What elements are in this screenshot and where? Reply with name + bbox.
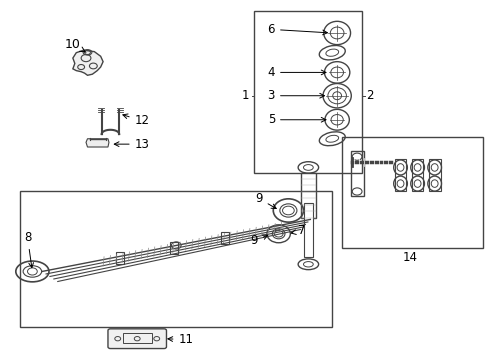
Bar: [221, 232, 228, 244]
Text: 9: 9: [255, 192, 276, 208]
Text: 7: 7: [291, 224, 305, 238]
FancyBboxPatch shape: [108, 329, 166, 348]
Text: 8: 8: [24, 231, 34, 267]
Bar: [341, 137, 483, 248]
Text: 13: 13: [114, 138, 149, 150]
Text: 4: 4: [267, 66, 325, 79]
Bar: [428, 159, 440, 192]
Text: 2: 2: [366, 89, 373, 102]
Text: 12: 12: [122, 114, 149, 127]
Bar: [300, 173, 316, 218]
Text: 6: 6: [267, 23, 327, 36]
Bar: [116, 252, 124, 264]
Bar: [411, 159, 423, 192]
Text: 11: 11: [167, 333, 193, 346]
Polygon shape: [86, 139, 109, 147]
Text: 14: 14: [402, 251, 417, 264]
Bar: [254, 12, 361, 173]
Text: 1: 1: [241, 89, 249, 102]
Bar: [20, 191, 331, 327]
Bar: [304, 203, 312, 257]
Polygon shape: [73, 50, 103, 75]
Text: 5: 5: [267, 113, 325, 126]
Text: 10: 10: [65, 38, 86, 52]
Bar: [350, 151, 363, 196]
Text: 9: 9: [250, 234, 267, 247]
Bar: [169, 242, 177, 254]
Bar: [122, 333, 152, 343]
Bar: [394, 159, 406, 192]
Text: 3: 3: [267, 89, 324, 102]
